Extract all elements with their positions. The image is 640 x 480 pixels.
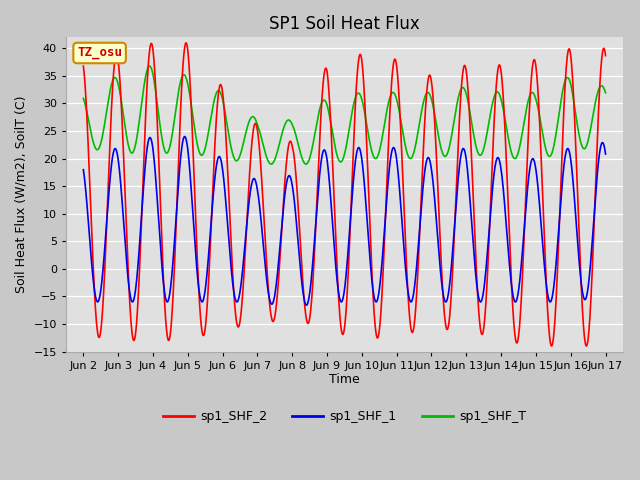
- sp1_SHF_T: [303, 161, 310, 167]
- sp1_SHF_1: [303, 302, 310, 308]
- Text: TZ_osu: TZ_osu: [77, 47, 122, 60]
- sp1_SHF_T: [139, 91, 147, 96]
- sp1_SHF_2: [170, 276, 178, 281]
- sp1_SHF_2: [79, 63, 87, 69]
- Title: SP1 Soil Heat Flux: SP1 Soil Heat Flux: [269, 15, 420, 33]
- Legend: sp1_SHF_2, sp1_SHF_1, sp1_SHF_T: sp1_SHF_2, sp1_SHF_1, sp1_SHF_T: [157, 405, 531, 428]
- sp1_SHF_1: [280, 202, 287, 207]
- Y-axis label: Soil Heat Flux (W/m2), SoilT (C): Soil Heat Flux (W/m2), SoilT (C): [15, 96, 28, 293]
- sp1_SHF_1: [139, 192, 147, 198]
- Line: sp1_SHF_1: sp1_SHF_1: [83, 136, 605, 305]
- sp1_SHF_2: [280, 194, 287, 200]
- sp1_SHF_2: [303, 316, 310, 322]
- sp1_SHF_T: [302, 161, 310, 167]
- sp1_SHF_T: [79, 96, 87, 101]
- sp1_SHF_2: [592, 180, 600, 186]
- sp1_SHF_1: [602, 151, 609, 157]
- sp1_SHF_1: [170, 246, 178, 252]
- sp1_SHF_2: [535, 111, 543, 117]
- sp1_SHF_T: [592, 98, 600, 104]
- sp1_SHF_1: [536, 200, 543, 205]
- sp1_SHF_T: [536, 112, 543, 118]
- sp1_SHF_1: [592, 192, 600, 198]
- sp1_SHF_1: [79, 167, 87, 173]
- sp1_SHF_T: [146, 63, 154, 69]
- sp1_SHF_T: [602, 90, 609, 96]
- sp1_SHF_1: [181, 133, 189, 139]
- sp1_SHF_T: [170, 119, 178, 125]
- sp1_SHF_T: [280, 125, 287, 131]
- X-axis label: Time: Time: [329, 373, 360, 386]
- sp1_SHF_2: [582, 343, 590, 349]
- sp1_SHF_2: [182, 40, 190, 46]
- sp1_SHF_1: [303, 302, 310, 308]
- sp1_SHF_2: [602, 53, 609, 59]
- sp1_SHF_2: [139, 180, 147, 186]
- Line: sp1_SHF_T: sp1_SHF_T: [83, 66, 605, 164]
- Line: sp1_SHF_2: sp1_SHF_2: [83, 43, 605, 346]
